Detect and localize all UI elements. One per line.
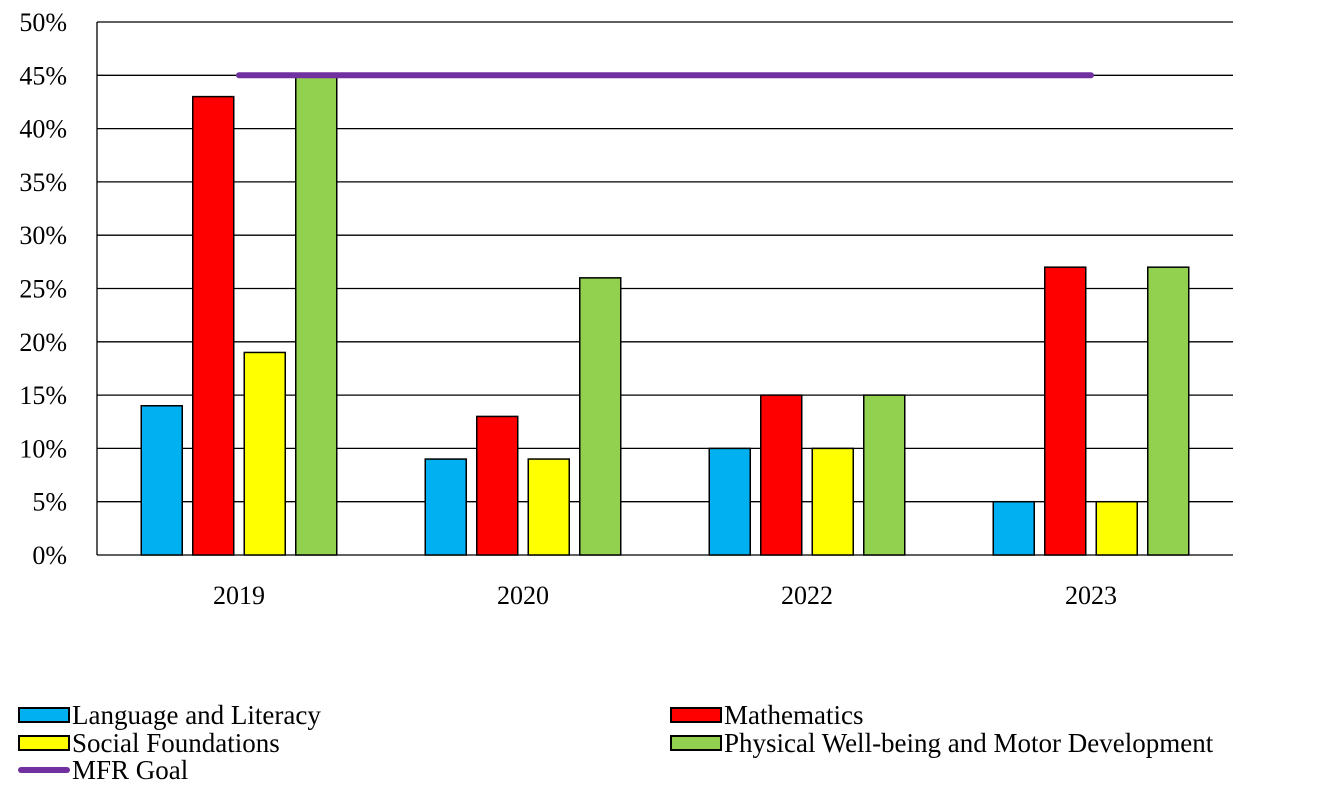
bar-2020-4 xyxy=(579,277,622,556)
x-axis-tick-labels: 2019 2020 2022 2023 xyxy=(213,581,1117,610)
legend-label-language-literacy: Language and Literacy xyxy=(72,700,321,730)
bar-2022-4 xyxy=(863,394,906,556)
legend-swatch-physical-wellbeing xyxy=(670,735,722,751)
x-tick-label: 2023 xyxy=(1065,581,1117,610)
legend-label-physical-wellbeing: Physical Well-being and Motor Developmen… xyxy=(724,728,1214,758)
bar-2023-3 xyxy=(1095,500,1138,556)
bar-2020-2 xyxy=(476,415,519,556)
legend-swatch-mfr-goal xyxy=(18,767,70,773)
y-tick-label: 0% xyxy=(32,541,67,570)
legend-label-mfr-goal: MFR Goal xyxy=(72,755,189,785)
bar-2022-1 xyxy=(708,447,751,556)
legend-item-social-foundations: Social Foundations xyxy=(18,728,280,758)
x-tick-label: 2020 xyxy=(497,581,549,610)
y-tick-label: 5% xyxy=(32,488,67,517)
legend-swatch-mathematics xyxy=(670,707,722,723)
y-tick-label: 10% xyxy=(19,434,67,463)
legend-label-mathematics: Mathematics xyxy=(724,700,864,730)
y-axis-tick-labels: 0% 5% 10% 15% 20% 25% 30% 35% 40% 45% 50% xyxy=(19,8,67,570)
y-tick-label: 20% xyxy=(19,328,67,357)
bar-2020-1 xyxy=(424,458,467,556)
legend-swatch-language-literacy xyxy=(18,707,70,723)
bar-2022-2 xyxy=(760,394,803,556)
y-tick-label: 50% xyxy=(19,8,67,37)
legend-item-mathematics: Mathematics xyxy=(670,700,863,730)
legend-label-social-foundations: Social Foundations xyxy=(72,728,280,758)
bar-chart: 0% 5% 10% 15% 20% 25% 30% 35% 40% 45% 50% 2019 2020… xyxy=(19,8,1233,610)
y-tick-label: 30% xyxy=(19,221,67,250)
bar-2022-3 xyxy=(811,447,854,556)
legend-item-language-literacy: Language and Literacy xyxy=(18,700,321,730)
y-tick-label: 35% xyxy=(19,168,67,197)
bar-2023-2 xyxy=(1044,266,1087,556)
y-tick-label: 45% xyxy=(19,61,67,90)
bar-2019-4 xyxy=(295,74,338,556)
bar-2023-1 xyxy=(992,500,1035,556)
bars xyxy=(140,74,1190,556)
x-tick-label: 2022 xyxy=(781,581,833,610)
y-tick-label: 25% xyxy=(19,275,67,304)
bar-2023-4 xyxy=(1147,266,1190,556)
bar-2019-2 xyxy=(192,95,235,556)
y-tick-label: 15% xyxy=(19,381,67,410)
y-tick-label: 40% xyxy=(19,115,67,144)
x-tick-label: 2019 xyxy=(213,581,265,610)
legend-item-physical-wellbeing: Physical Well-being and Motor Developmen… xyxy=(670,728,1213,758)
legend-swatch-social-foundations xyxy=(18,735,70,751)
legend-item-mfr-goal: MFR Goal xyxy=(18,755,188,785)
bar-2020-3 xyxy=(527,458,570,556)
bar-2019-3 xyxy=(243,351,286,556)
bar-2019-1 xyxy=(140,405,183,556)
